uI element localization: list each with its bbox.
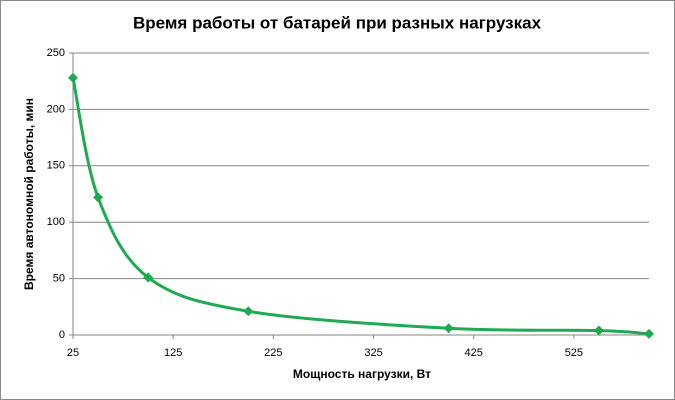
x-axis-title: Мощность нагрузки, Вт [293, 367, 431, 381]
chart-title: Время работы от батарей при разных нагру… [133, 13, 542, 32]
data-point [443, 323, 454, 334]
y-axis-title: Время автономной работы, мин [22, 98, 36, 290]
data-point [593, 325, 604, 336]
x-tick-label: 125 [164, 347, 182, 359]
x-tick-label: 25 [67, 347, 79, 359]
data-point [243, 306, 254, 317]
y-tick-label: 200 [47, 103, 65, 115]
x-tick-label: 425 [465, 347, 483, 359]
x-tick-label: 225 [264, 347, 282, 359]
y-tick-label: 0 [59, 329, 65, 341]
x-tick-label: 325 [364, 347, 382, 359]
y-tick-label: 50 [53, 273, 65, 285]
data-point [143, 272, 154, 283]
y-tick-label: 150 [47, 160, 65, 172]
x-tick-label: 525 [565, 347, 583, 359]
y-tick-label: 250 [47, 47, 65, 59]
data-point [644, 328, 654, 339]
y-tick-label: 100 [47, 216, 65, 228]
data-point [68, 72, 78, 83]
data-point [93, 192, 104, 203]
